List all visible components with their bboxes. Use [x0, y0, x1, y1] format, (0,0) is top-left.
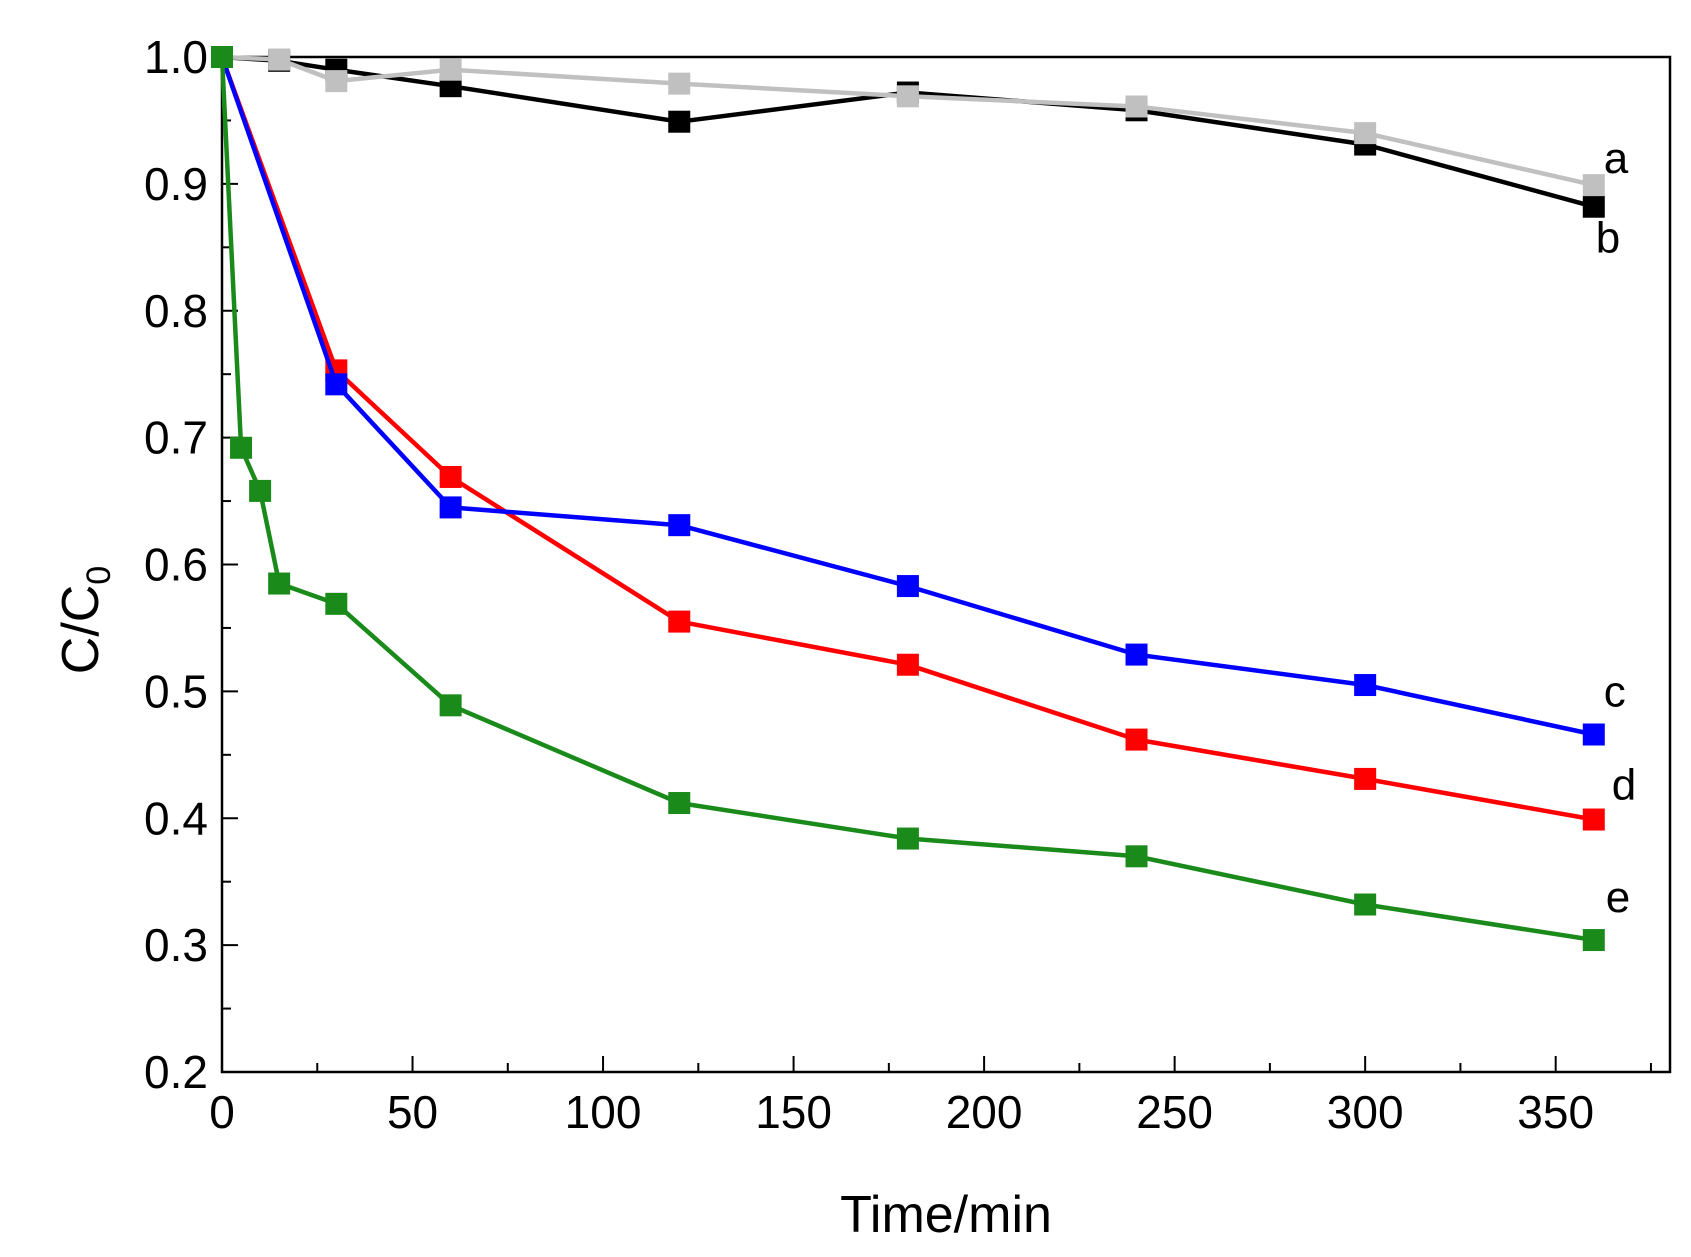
- data-point-d: [1582, 808, 1605, 831]
- series-layer: [211, 46, 1605, 952]
- x-tick-label: 50: [387, 1086, 438, 1138]
- data-point-a: [896, 85, 919, 108]
- x-axis-title: Time/min: [840, 1186, 1052, 1244]
- data-point-d: [896, 653, 919, 676]
- data-point-e: [268, 572, 291, 595]
- ticks-layer: 0 50 100 150 200 250 300 350 0.2 0.3 0.4 0.5 0.6 0.7 0…: [144, 31, 1652, 1138]
- data-point-d: [668, 610, 691, 633]
- data-point-e: [325, 592, 348, 615]
- data-point-e: [211, 46, 233, 68]
- series-line-d: [219, 56, 1595, 822]
- data-point-e: [1582, 929, 1605, 952]
- data-point-a: [439, 58, 462, 81]
- series-label-e: e: [1606, 873, 1630, 922]
- data-point-e: [668, 792, 691, 815]
- x-tick-label: 200: [946, 1086, 1023, 1138]
- y-axis-title: C/C0: [52, 566, 118, 674]
- y-axis-title-main: C/C: [52, 585, 110, 675]
- data-point-c: [896, 575, 919, 598]
- y-tick-label: 0.5: [144, 665, 208, 717]
- data-point-c: [1354, 674, 1377, 697]
- data-point-b: [1582, 195, 1605, 218]
- y-axis-title-subscript: 0: [80, 566, 118, 585]
- x-tick-label: 100: [565, 1086, 642, 1138]
- y-tick-label: 0.7: [144, 412, 208, 464]
- y-tick-label: 0.6: [144, 539, 208, 591]
- x-tick-label: 0: [209, 1086, 235, 1138]
- labels-layer: ba dc e: [1596, 134, 1636, 922]
- series-e: [211, 46, 1605, 952]
- y-tick-label: 0.4: [144, 792, 208, 844]
- y-tick-label: 1.0: [144, 31, 208, 83]
- series-label-c: c: [1604, 668, 1626, 717]
- series-label-a: a: [1604, 134, 1629, 183]
- series-line-c: [219, 56, 1595, 737]
- data-point-c: [1125, 643, 1148, 666]
- series-label-b: b: [1596, 214, 1620, 263]
- data-point-d: [1125, 728, 1148, 751]
- series-line-e: [219, 56, 1595, 943]
- data-point-c: [668, 514, 691, 537]
- x-tick-label: 250: [1136, 1086, 1213, 1138]
- y-tick-label: 0.8: [144, 285, 208, 337]
- y-tick-label: 0.2: [144, 1046, 208, 1098]
- data-point-e: [896, 827, 919, 850]
- data-point-e: [230, 436, 253, 459]
- data-point-c: [1582, 723, 1605, 746]
- data-point-e: [1125, 845, 1148, 868]
- data-point-a: [1354, 122, 1377, 145]
- series-line-a: [221, 54, 1595, 188]
- y-tick-label: 0.9: [144, 158, 208, 210]
- data-point-e: [249, 479, 272, 502]
- data-point-c: [325, 373, 348, 396]
- x-tick-label: 150: [755, 1086, 832, 1138]
- x-tick-label: 300: [1327, 1086, 1404, 1138]
- series-line-b: [221, 54, 1595, 209]
- series-d: [211, 46, 1605, 831]
- series-a: [211, 46, 1605, 197]
- data-point-e: [439, 694, 462, 717]
- series-label-d: d: [1612, 761, 1636, 810]
- data-point-d: [439, 465, 462, 488]
- data-point-a: [1125, 95, 1148, 118]
- data-point-a: [268, 48, 291, 71]
- data-point-d: [1354, 767, 1377, 790]
- x-tick-label: 350: [1517, 1086, 1594, 1138]
- data-point-e: [1354, 893, 1377, 916]
- data-point-b: [668, 110, 691, 133]
- data-point-c: [439, 496, 462, 519]
- data-point-a: [1582, 174, 1605, 197]
- data-point-a: [325, 70, 348, 93]
- data-point-a: [668, 72, 691, 95]
- y-tick-label: 0.3: [144, 919, 208, 971]
